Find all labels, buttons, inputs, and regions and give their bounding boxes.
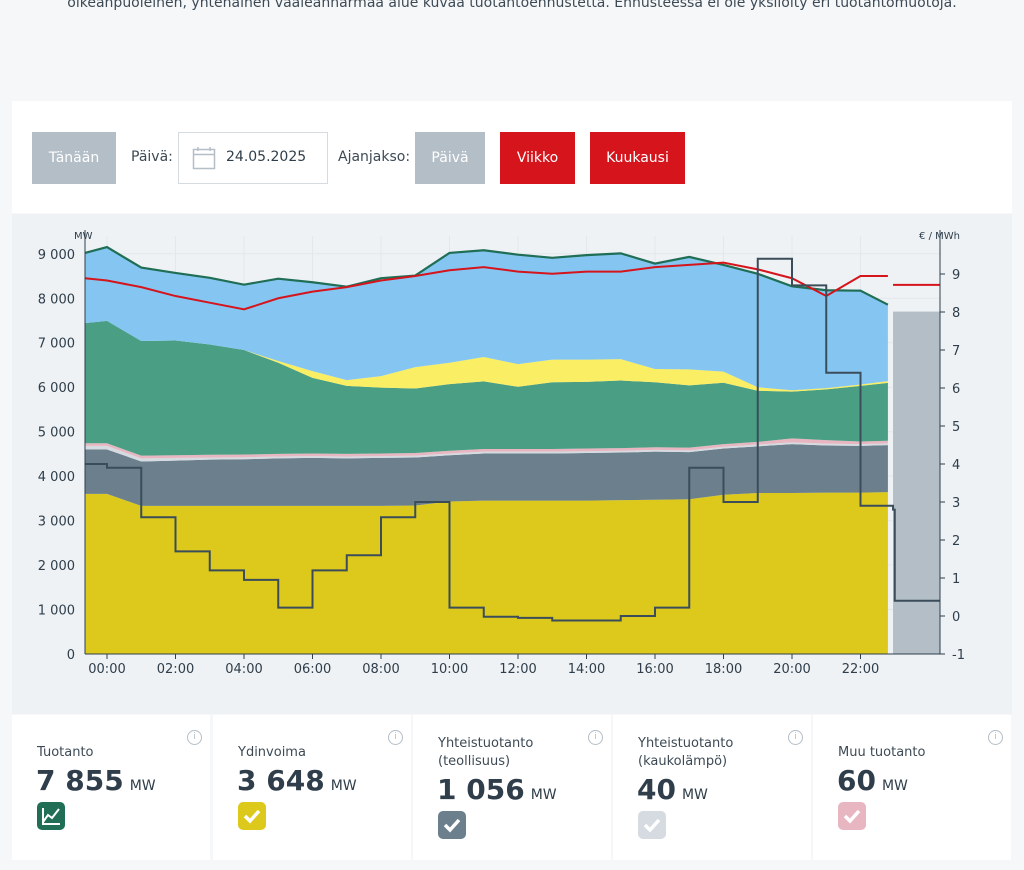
stat-card-value: 3 648 MW <box>237 764 357 797</box>
stat-card-title: Muu tuotanto <box>838 745 926 760</box>
right-tick-label: 6 <box>952 382 960 397</box>
left-tick-label: 5 000 <box>38 426 75 441</box>
right-tick-label: 2 <box>952 534 960 549</box>
left-axis-unit: MW <box>74 231 93 242</box>
right-tick-label: 5 <box>952 420 960 435</box>
stat-card-title: Yhteistuotanto (kaukolämpö) <box>638 736 734 769</box>
x-tick-label: 22:00 <box>842 662 879 677</box>
area-import <box>85 247 888 391</box>
info-icon[interactable]: i <box>187 730 202 745</box>
area-wind <box>85 320 888 392</box>
right-axis-unit: € / MWh <box>919 231 960 242</box>
x-tick-label: 12:00 <box>499 662 536 677</box>
stat-card-value: 7 855 MW <box>36 764 156 797</box>
stat-value-number: 1 056 <box>437 773 525 806</box>
area-other <box>85 438 888 459</box>
x-tick-label: 16:00 <box>636 662 673 677</box>
stat-card: Tuotanto 7 855 MW i <box>12 715 210 860</box>
left-tick-label: 0 <box>67 648 75 663</box>
date-label: Päivä: <box>131 149 173 165</box>
period-week-button[interactable]: Viikko <box>500 132 575 184</box>
info-icon[interactable]: i <box>988 730 1003 745</box>
right-tick-label: 7 <box>952 344 960 359</box>
stat-card: Yhteistuotanto (teollisuus) 1 056 MW i <box>413 715 611 860</box>
controls-panel: Tänään Päivä: 24.05.2025 Ajanjakso: Päiv… <box>12 101 1012 213</box>
date-picker[interactable]: 24.05.2025 <box>178 132 328 184</box>
stat-card-value: 1 056 MW <box>437 773 557 806</box>
check-icon[interactable] <box>238 802 266 830</box>
today-button[interactable]: Tänään <box>32 132 116 184</box>
left-tick-label: 9 000 <box>38 248 75 263</box>
left-tick-label: 4 000 <box>38 470 75 485</box>
bottom-strip <box>0 860 1024 870</box>
right-tick-label: 8 <box>952 306 960 321</box>
x-tick-label: 18:00 <box>705 662 742 677</box>
date-value: 24.05.2025 <box>226 149 307 165</box>
x-tick-label: 10:00 <box>431 662 468 677</box>
stat-card-title: Yhteistuotanto (teollisuus) <box>438 736 534 769</box>
chart-trend-icon <box>37 802 65 830</box>
stat-card: Yhteistuotanto (kaukolämpö) 40 MW i <box>613 715 811 860</box>
stat-value-number: 60 <box>837 764 876 797</box>
info-icon[interactable]: i <box>788 730 803 745</box>
x-tick-label: 00:00 <box>88 662 125 677</box>
stat-card-title: Ydinvoima <box>238 745 306 760</box>
x-tick-label: 08:00 <box>362 662 399 677</box>
left-tick-label: 2 000 <box>38 559 75 574</box>
check-icon[interactable] <box>438 811 466 839</box>
x-tick-label: 02:00 <box>157 662 194 677</box>
x-tick-label: 06:00 <box>294 662 331 677</box>
stat-card-value: 60 MW <box>837 764 908 797</box>
check-icon[interactable] <box>838 802 866 830</box>
right-tick-label: -1 <box>952 648 965 663</box>
x-tick-label: 04:00 <box>225 662 262 677</box>
left-tick-label: 8 000 <box>38 292 75 307</box>
x-tick-label: 20:00 <box>773 662 810 677</box>
stat-card-title: Tuotanto <box>37 745 94 760</box>
check-icon[interactable] <box>638 811 666 839</box>
period-month-button[interactable]: Kuukausi <box>590 132 685 184</box>
stat-value-unit: MW <box>129 778 156 794</box>
stat-value-number: 3 648 <box>237 764 325 797</box>
info-icon[interactable]: i <box>588 730 603 745</box>
left-tick-label: 6 000 <box>38 381 75 396</box>
left-tick-label: 3 000 <box>38 515 75 530</box>
left-tick-label: 7 000 <box>38 337 75 352</box>
right-tick-label: 9 <box>952 268 960 283</box>
right-tick-label: 1 <box>952 572 960 587</box>
price-line <box>85 257 940 622</box>
stat-value-unit: MW <box>330 778 357 794</box>
info-icon[interactable]: i <box>388 730 403 745</box>
stat-value-number: 40 <box>637 773 676 806</box>
right-tick-label: 4 <box>952 458 960 473</box>
area-hydro <box>85 320 888 456</box>
period-day-button[interactable]: Päivä <box>415 132 485 184</box>
calendar-icon <box>192 146 216 174</box>
area-chp_industry <box>85 444 888 506</box>
left-tick-label: 1 000 <box>38 604 75 619</box>
stat-value-unit: MW <box>681 787 708 803</box>
right-tick-label: 3 <box>952 496 960 511</box>
intro-text: oikeanpuoleinen, yhtenäinen vaaleanharma… <box>67 0 957 11</box>
x-tick-label: 14:00 <box>568 662 605 677</box>
stat-card: Muu tuotanto 60 MW i <box>813 715 1011 860</box>
stat-card: Ydinvoima 3 648 MW i <box>213 715 411 860</box>
stat-value-unit: MW <box>881 778 908 794</box>
area-nuclear <box>85 492 888 654</box>
stat-value-unit: MW <box>530 787 557 803</box>
forecast-area <box>893 311 940 654</box>
right-tick-label: 0 <box>952 610 960 625</box>
stat-value-number: 7 855 <box>36 764 124 797</box>
area-chp_district <box>85 442 888 462</box>
stat-card-value: 40 MW <box>637 773 708 806</box>
period-label: Ajanjakso: <box>338 149 411 165</box>
